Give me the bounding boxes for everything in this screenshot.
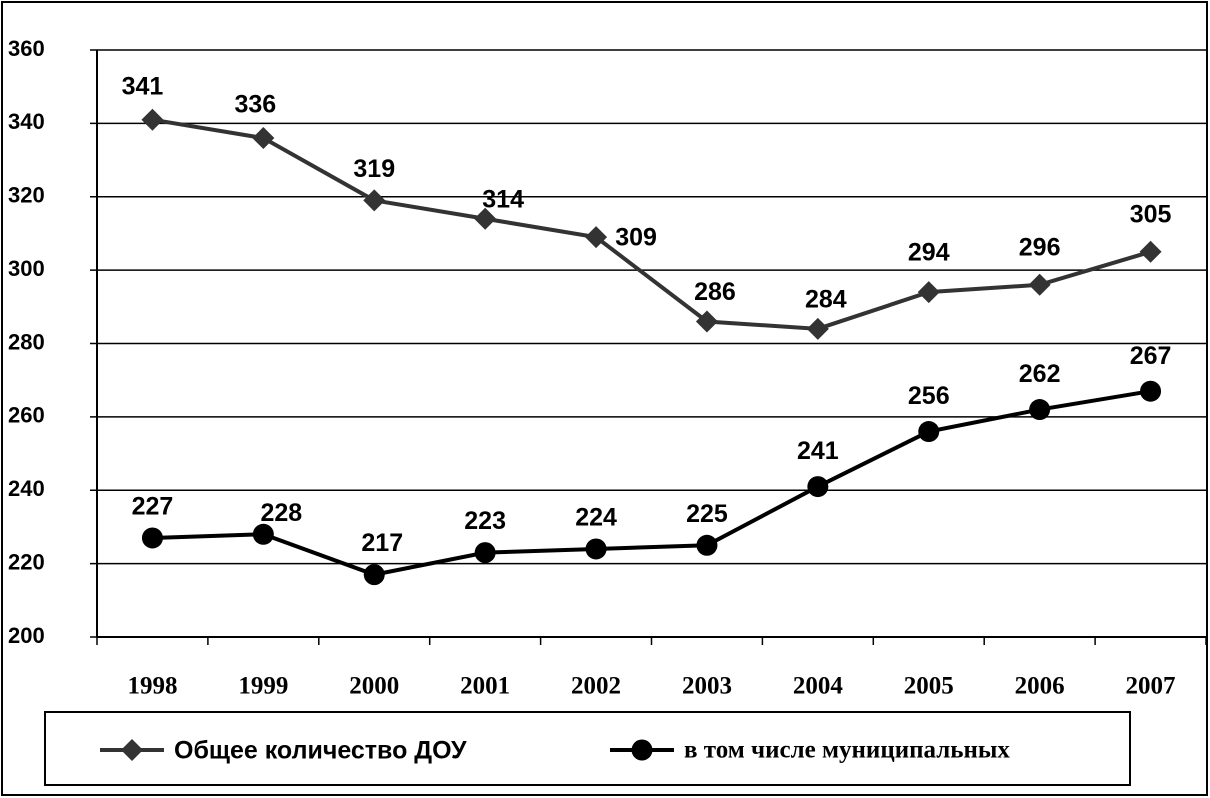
data-label: 309 bbox=[615, 224, 657, 252]
point-marker bbox=[363, 564, 385, 586]
series-line bbox=[152, 389, 1151, 577]
point-marker bbox=[806, 317, 829, 340]
data-label: 286 bbox=[694, 278, 736, 306]
x-tick-label: 2003 bbox=[682, 673, 732, 700]
point-marker bbox=[1028, 273, 1051, 296]
point-marker bbox=[695, 310, 718, 333]
y-tick-label: 200 bbox=[8, 623, 45, 648]
data-label: 224 bbox=[575, 504, 617, 532]
x-tick-label: 1998 bbox=[127, 673, 177, 700]
x-tick-label: 2001 bbox=[460, 673, 510, 700]
y-tick-label: 300 bbox=[8, 256, 45, 281]
y-tick-label: 240 bbox=[8, 476, 45, 501]
point-marker bbox=[141, 108, 164, 131]
legend-label: Общее количество ДОУ bbox=[174, 737, 467, 765]
legend-marker bbox=[121, 739, 143, 761]
data-label: 241 bbox=[797, 437, 839, 465]
y-tick-label: 360 bbox=[8, 36, 45, 61]
x-tick-label: 2002 bbox=[571, 673, 621, 700]
point-marker bbox=[252, 523, 274, 545]
data-label: 314 bbox=[482, 185, 524, 213]
point-marker bbox=[252, 127, 275, 150]
point-marker bbox=[141, 527, 163, 549]
point-marker bbox=[585, 226, 608, 249]
series-line bbox=[152, 117, 1152, 331]
x-tick-label: 1999 bbox=[238, 673, 288, 700]
data-label: 228 bbox=[260, 499, 302, 527]
point-marker bbox=[1139, 240, 1162, 263]
data-label: 305 bbox=[1130, 200, 1172, 228]
data-label: 217 bbox=[361, 529, 403, 557]
legend-box bbox=[44, 711, 1131, 786]
data-label: 296 bbox=[1019, 233, 1061, 261]
data-label: 341 bbox=[122, 72, 164, 100]
y-tick-label: 260 bbox=[8, 403, 45, 428]
y-tick-label: 280 bbox=[8, 329, 45, 354]
data-label: 227 bbox=[132, 493, 174, 521]
point-marker bbox=[1029, 399, 1051, 421]
point-marker bbox=[585, 538, 607, 560]
x-tick-label: 2007 bbox=[1126, 673, 1176, 700]
data-label: 225 bbox=[686, 500, 728, 528]
x-tick-label: 2006 bbox=[1015, 673, 1065, 700]
legend-label: в том числе муниципальных bbox=[684, 737, 1010, 764]
point-marker bbox=[363, 189, 386, 212]
y-tick-label: 340 bbox=[8, 109, 45, 134]
point-marker bbox=[807, 476, 829, 498]
data-label: 267 bbox=[1130, 342, 1172, 370]
data-label: 284 bbox=[805, 285, 847, 313]
x-tick-label: 2005 bbox=[904, 673, 954, 700]
legend-marker bbox=[631, 739, 653, 761]
point-marker bbox=[696, 534, 718, 556]
data-label: 336 bbox=[234, 91, 276, 119]
data-label: 256 bbox=[908, 382, 950, 410]
point-marker bbox=[917, 281, 940, 304]
x-tick-label: 2004 bbox=[793, 673, 844, 700]
data-label: 294 bbox=[908, 239, 950, 267]
x-tick-label: 2000 bbox=[349, 673, 399, 700]
y-tick-label: 320 bbox=[8, 183, 45, 208]
data-label: 262 bbox=[1019, 360, 1061, 388]
point-marker bbox=[474, 207, 497, 230]
point-marker bbox=[918, 421, 940, 443]
y-tick-label: 220 bbox=[8, 549, 45, 574]
data-label: 223 bbox=[464, 507, 506, 535]
point-marker bbox=[1140, 380, 1162, 402]
data-label: 319 bbox=[353, 155, 395, 183]
point-marker bbox=[474, 542, 496, 564]
